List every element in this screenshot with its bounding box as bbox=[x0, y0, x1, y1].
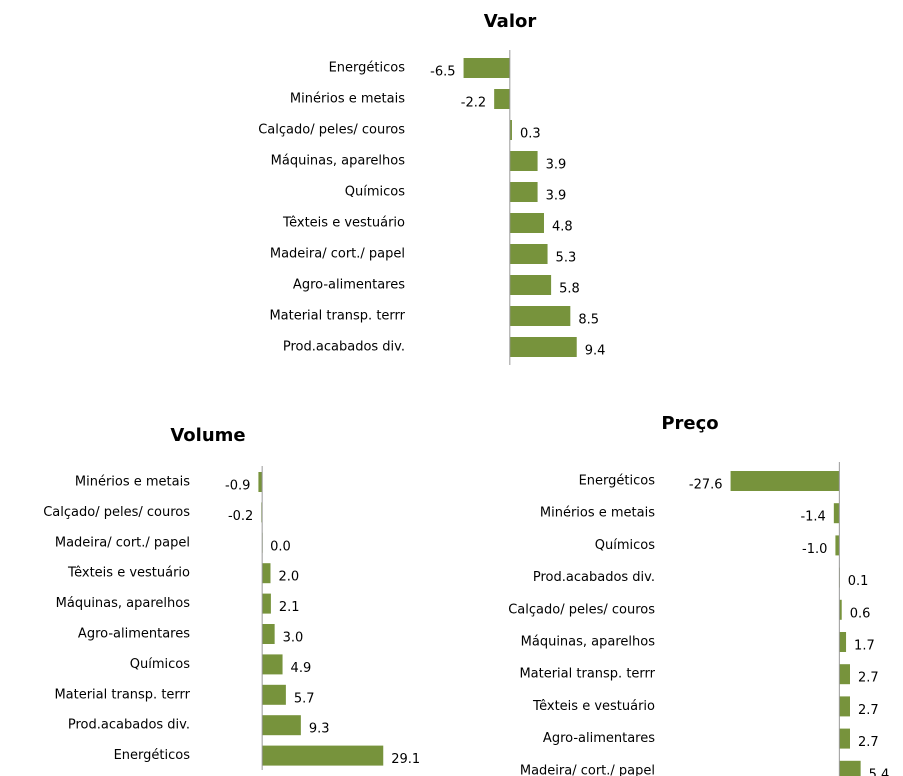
value-label: 3.9 bbox=[546, 158, 567, 173]
value-label: -0.9 bbox=[225, 479, 250, 494]
value-label: 2.1 bbox=[279, 600, 300, 615]
value-label: 0.3 bbox=[520, 127, 541, 142]
value-label: 8.5 bbox=[578, 313, 599, 328]
value-label: 5.7 bbox=[294, 691, 315, 706]
value-label: 5.8 bbox=[559, 282, 580, 297]
bar bbox=[839, 664, 850, 685]
bar bbox=[262, 624, 275, 644]
bar bbox=[262, 654, 283, 675]
category-label: Prod.acabados div. bbox=[283, 340, 405, 355]
category-label: Energéticos bbox=[329, 61, 406, 76]
category-label: Químicos bbox=[130, 657, 190, 672]
bar bbox=[509, 275, 552, 295]
category-label: Madeira/ cort./ papel bbox=[55, 535, 190, 550]
bar bbox=[833, 503, 840, 524]
value-label: 3.9 bbox=[546, 189, 567, 204]
value-label: 3.0 bbox=[283, 631, 304, 646]
value-label: -2.2 bbox=[461, 96, 486, 111]
category-label: Prod.acabados div. bbox=[533, 570, 655, 585]
bar bbox=[463, 58, 510, 78]
category-label: Têxteis e vestuário bbox=[282, 216, 405, 231]
bar bbox=[262, 715, 301, 736]
bar bbox=[839, 599, 842, 620]
category-label: Calçado/ peles/ couros bbox=[508, 602, 655, 617]
category-label: Material transp. terrr bbox=[269, 309, 405, 324]
category-label: Têxteis e vestuário bbox=[532, 699, 655, 714]
bar bbox=[262, 563, 271, 584]
bar bbox=[494, 89, 510, 109]
chart-title: Volume bbox=[170, 425, 245, 446]
category-label: Agro-alimentares bbox=[293, 278, 405, 293]
value-label: 2.0 bbox=[278, 570, 299, 585]
category-label: Agro-alimentares bbox=[78, 627, 190, 642]
bar bbox=[262, 684, 286, 705]
category-label: Químicos bbox=[595, 538, 655, 553]
value-label: 2.7 bbox=[858, 735, 879, 750]
value-label: 4.9 bbox=[291, 661, 312, 676]
value-label: -1.4 bbox=[800, 510, 825, 525]
category-label: Calçado/ peles/ couros bbox=[258, 123, 405, 138]
category-label: Energéticos bbox=[114, 748, 191, 763]
value-label: 9.3 bbox=[309, 722, 330, 737]
bar bbox=[730, 471, 840, 491]
chart-title: Valor bbox=[484, 11, 537, 32]
value-label: 9.4 bbox=[585, 344, 606, 359]
bar bbox=[509, 182, 538, 202]
category-label: Material transp. terrr bbox=[54, 687, 190, 702]
value-label: 5.4 bbox=[869, 767, 890, 776]
bar bbox=[839, 696, 850, 717]
bar bbox=[262, 745, 384, 766]
category-label: Material transp. terrr bbox=[519, 667, 655, 682]
category-label: Máquinas, aparelhos bbox=[271, 154, 406, 169]
bar bbox=[509, 337, 577, 357]
value-label: 5.3 bbox=[556, 251, 577, 266]
value-label: 0.0 bbox=[270, 539, 291, 554]
category-label: Madeira/ cort./ papel bbox=[270, 247, 405, 262]
value-label: 2.7 bbox=[858, 703, 879, 718]
category-label: Máquinas, aparelhos bbox=[521, 635, 656, 650]
bar bbox=[509, 120, 512, 140]
category-label: Prod.acabados div. bbox=[68, 718, 190, 733]
category-label: Máquinas, aparelhos bbox=[56, 596, 191, 611]
bar bbox=[509, 244, 548, 264]
category-label: Madeira/ cort./ papel bbox=[520, 763, 655, 776]
category-label: Químicos bbox=[345, 185, 405, 200]
category-label: Minérios e metais bbox=[75, 475, 190, 490]
value-label: 4.8 bbox=[552, 220, 573, 235]
bar bbox=[258, 472, 263, 492]
category-label: Agro-alimentares bbox=[543, 731, 655, 746]
value-label: 0.6 bbox=[850, 606, 871, 621]
category-label: Calçado/ peles/ couros bbox=[43, 505, 190, 520]
bar bbox=[835, 535, 840, 556]
value-label: -27.6 bbox=[689, 478, 723, 493]
bar bbox=[509, 213, 544, 233]
value-label: 1.7 bbox=[854, 639, 875, 654]
value-label: -0.2 bbox=[228, 509, 253, 524]
value-label: 29.1 bbox=[391, 752, 420, 767]
value-label: -6.5 bbox=[430, 65, 455, 80]
value-label: 2.7 bbox=[858, 671, 879, 686]
bar bbox=[509, 151, 538, 171]
bar bbox=[262, 593, 271, 614]
category-label: Energéticos bbox=[579, 474, 656, 489]
category-label: Minérios e metais bbox=[540, 506, 655, 521]
value-label: -1.0 bbox=[802, 542, 827, 557]
bar bbox=[839, 760, 861, 776]
bar bbox=[839, 632, 847, 652]
category-label: Têxteis e vestuário bbox=[67, 566, 190, 581]
bar bbox=[839, 728, 850, 749]
bar bbox=[509, 306, 571, 326]
category-label: Minérios e metais bbox=[290, 92, 405, 107]
value-label: 0.1 bbox=[848, 574, 869, 589]
chart-title: Preço bbox=[661, 413, 718, 434]
